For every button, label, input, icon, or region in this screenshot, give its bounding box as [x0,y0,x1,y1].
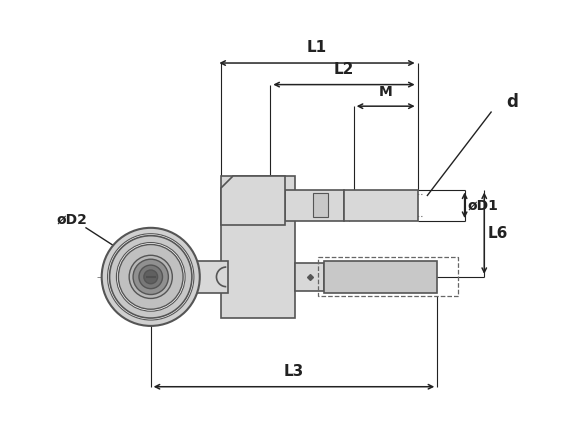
Circle shape [108,234,194,320]
Bar [324,261,437,292]
Text: L1: L1 [307,40,327,55]
Bar [194,261,228,292]
Text: øD1: øD1 [468,198,498,212]
Bar [312,194,328,217]
Circle shape [129,255,173,298]
Polygon shape [222,176,285,225]
Bar [222,176,295,318]
Text: L3: L3 [284,364,304,379]
Circle shape [110,236,192,318]
Text: d: d [506,93,518,111]
Bar [295,263,324,291]
Text: øD2: øD2 [57,213,87,227]
Circle shape [118,244,183,309]
Bar [344,190,417,221]
Text: M: M [379,85,392,99]
Circle shape [144,270,157,284]
Text: L2: L2 [334,62,354,77]
Circle shape [117,243,185,311]
Circle shape [139,265,163,288]
Bar [318,257,458,296]
Circle shape [133,259,168,295]
Text: L6: L6 [487,226,508,241]
Bar [285,190,344,221]
Circle shape [101,228,200,326]
